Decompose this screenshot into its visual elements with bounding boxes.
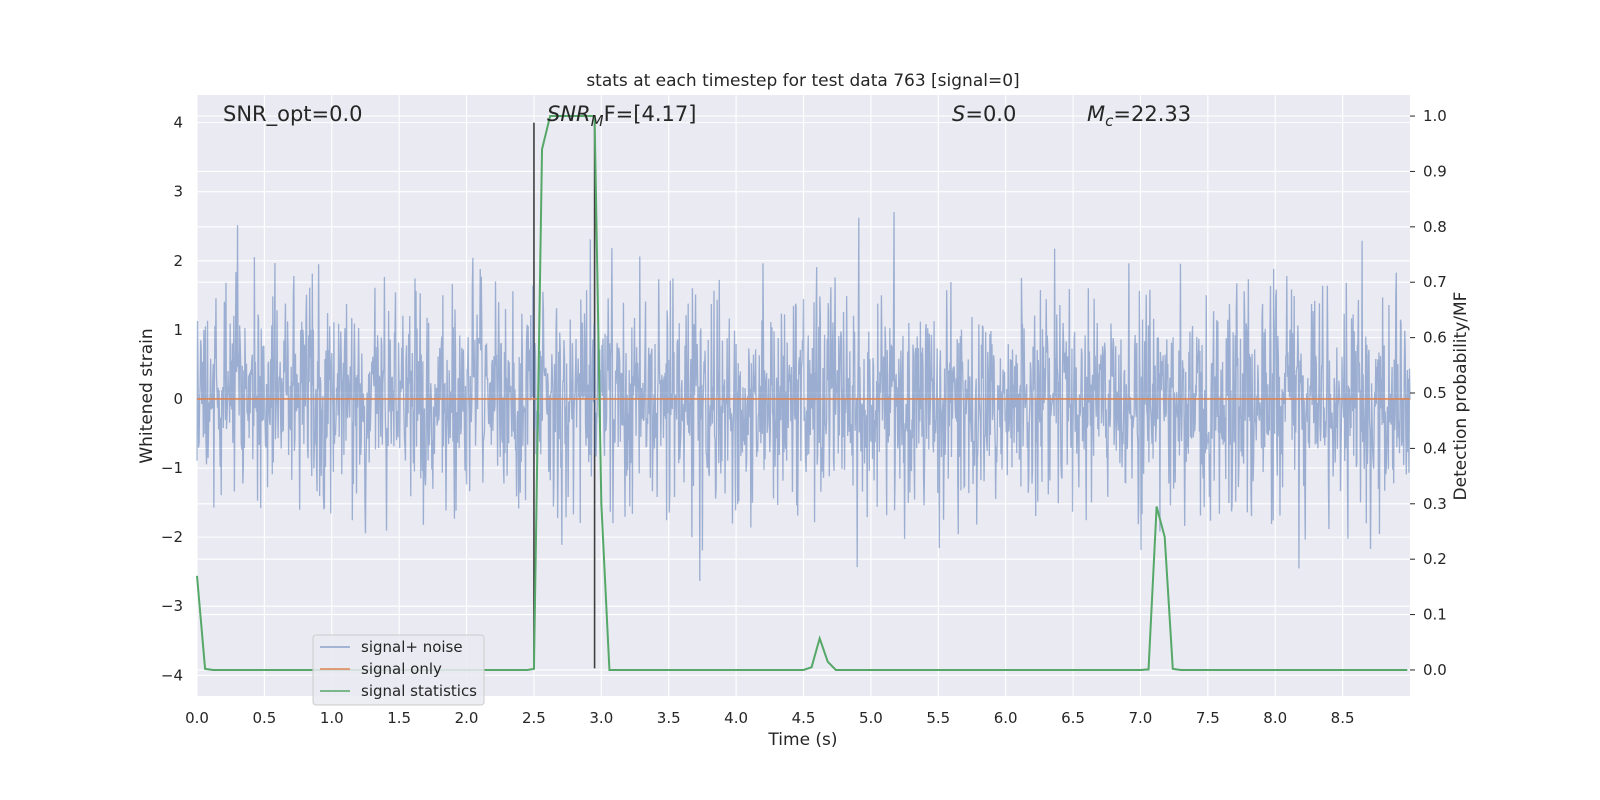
y-tick-label: 3 — [173, 183, 183, 201]
x-tick-label: 5.0 — [859, 709, 883, 727]
mc-symbol: M — [1087, 102, 1105, 126]
y-axis-left: 4 3 2 1 0 −1 −2 −3 −4 — [161, 114, 183, 685]
series-line-signal-noise — [196, 211, 1411, 581]
y-tick-label: −2 — [161, 528, 183, 546]
legend-label-signal-statistics: signal statistics — [361, 682, 477, 700]
snr-mf-subscript: M — [591, 112, 604, 130]
x-tick-label: 8.5 — [1331, 709, 1355, 727]
x-tick-label: 6.5 — [1061, 709, 1085, 727]
snr-mf-annotation: SNRMF=[4.17] — [547, 102, 696, 130]
y2-tick-label: 0.1 — [1423, 606, 1447, 624]
x-tick-label: 2.0 — [455, 709, 479, 727]
legend-box — [312, 634, 485, 706]
legend-label-signal-noise: signal+ noise — [361, 638, 463, 656]
x-tick-label: 2.5 — [522, 709, 546, 727]
x-tick-label: 5.5 — [926, 709, 950, 727]
y-axis-label: Whitened strain — [137, 328, 157, 463]
x-tick-label: 7.5 — [1196, 709, 1220, 727]
x-tick-label: 3.5 — [657, 709, 681, 727]
snr-mf-value: F=[4.17] — [604, 102, 697, 126]
legend: signal+ noise signal only signal statist… — [312, 634, 485, 706]
x-tick-label: 6.0 — [994, 709, 1018, 727]
y-tick-label: 2 — [173, 252, 183, 270]
y-axis-right: 1.0 0.9 0.8 0.7 0.6 0.5 0.4 0.3 0.2 0.1 0.0 — [1410, 107, 1447, 679]
y2-tick-label: 0.2 — [1423, 550, 1447, 568]
y-tick-label: −1 — [161, 459, 183, 477]
mc-subscript: c — [1105, 112, 1114, 130]
y2-tick-label: 0.3 — [1423, 495, 1447, 513]
y2-tick-label: 0.7 — [1423, 273, 1447, 291]
snr-mf-symbol: SNR — [547, 102, 591, 126]
x-tick-label: 8.0 — [1263, 709, 1287, 727]
y2-tick-label: 0.9 — [1423, 162, 1447, 180]
y-tick-label: 4 — [173, 114, 183, 132]
y2-tick-label: 0.0 — [1423, 661, 1447, 679]
y-tick-label: −3 — [161, 597, 183, 615]
mc-value: =22.33 — [1113, 102, 1191, 126]
x-tick-label: 0.5 — [252, 709, 276, 727]
x-tick-label: 1.5 — [387, 709, 411, 727]
legend-label-signal-only: signal only — [361, 660, 442, 678]
y2-tick-label: 1.0 — [1423, 107, 1447, 125]
y-tick-label: 0 — [173, 390, 183, 408]
y-tick-label: 1 — [173, 321, 183, 339]
y2-axis-label: Detection probability/MF — [1451, 292, 1471, 501]
s-annotation: S=0.0 — [952, 102, 1016, 126]
mc-annotation: Mc=22.33 — [1087, 102, 1191, 130]
y-tick-label: −4 — [161, 666, 183, 684]
x-tick-label: 4.5 — [792, 709, 816, 727]
x-tick-label: 1.0 — [320, 709, 344, 727]
y2-tick-label: 0.4 — [1423, 439, 1447, 457]
y2-tick-label: 0.6 — [1423, 329, 1447, 347]
x-axis: 0.0 0.5 1.0 1.5 2.0 2.5 3.0 3.5 4.0 4.5 5.0 5.5 6.0 6… — [185, 709, 1354, 727]
y2-tick-label: 0.8 — [1423, 218, 1447, 236]
chart-title: stats at each timestep for test data 763… — [586, 71, 1019, 91]
x-tick-label: 7.0 — [1129, 709, 1153, 727]
x-tick-label: 4.0 — [724, 709, 748, 727]
x-tick-label: 3.0 — [589, 709, 613, 727]
s-symbol: S — [952, 102, 965, 126]
x-tick-label: 0.0 — [185, 709, 209, 727]
snr-opt-annotation: SNR_opt=0.0 — [223, 102, 363, 127]
annotations: SNR_opt=0.0 SNRMF=[4.17] S=0.0 Mc=22.33 — [223, 102, 1191, 130]
s-value: =0.0 — [965, 102, 1016, 126]
y2-tick-label: 0.5 — [1423, 384, 1447, 402]
x-axis-label: Time (s) — [767, 730, 837, 750]
